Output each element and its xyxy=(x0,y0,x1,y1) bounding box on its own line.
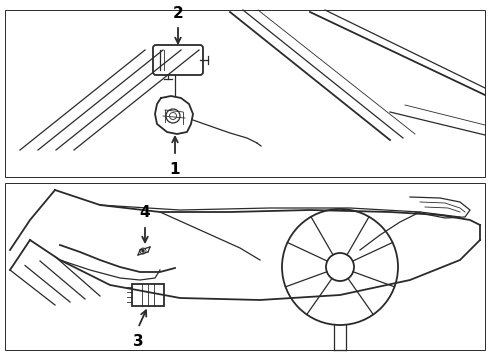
Text: 3: 3 xyxy=(133,334,143,349)
Bar xyxy=(5,10,485,177)
Bar xyxy=(132,284,164,306)
Text: 1: 1 xyxy=(170,162,180,177)
Circle shape xyxy=(142,250,144,252)
Bar xyxy=(5,183,485,350)
Text: 2: 2 xyxy=(172,6,183,21)
Text: 4: 4 xyxy=(140,205,150,220)
